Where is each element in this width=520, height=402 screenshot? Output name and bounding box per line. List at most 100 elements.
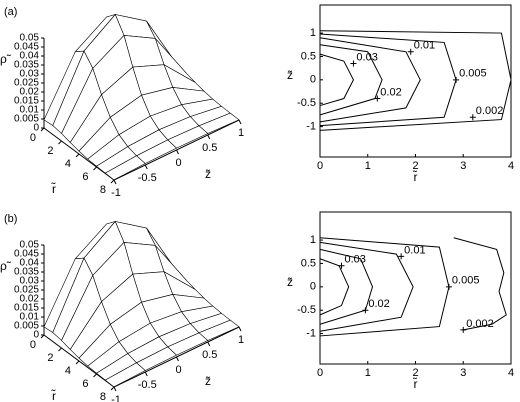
x-tick-label: 8 [100, 391, 106, 402]
x-tick [110, 179, 115, 184]
y-tick-label: 0 [310, 281, 316, 293]
contour-line [319, 30, 512, 131]
x-tick [93, 373, 97, 378]
contour-label-marker [460, 326, 467, 333]
contour-line [319, 258, 350, 316]
y-tick-label: -1 [306, 121, 316, 133]
contour-plot: 0 1 2 3 4-1-0.500.51r̃z̃0.030.020.010.0050.0… [287, 211, 514, 391]
x-tick [93, 166, 97, 171]
y-tick [176, 149, 179, 155]
y-tick-label: -0.5 [297, 97, 316, 109]
x-tick-label: 3 [460, 160, 466, 172]
x-tick-label: 4 [508, 160, 514, 172]
y-tick-label: 0 [175, 157, 181, 169]
x-axis-title: r̃ [50, 388, 56, 402]
z-tick-label: 0.02 [20, 87, 40, 98]
y-tick-label: -1 [111, 394, 121, 402]
surface-patch [104, 155, 146, 181]
z-tick-label: 0.015 [14, 96, 39, 107]
y-tick-label: 0 [310, 74, 316, 86]
contour-label: 0.01 [404, 244, 425, 256]
y-tick [207, 134, 211, 140]
y-tick-label: 1 [310, 234, 316, 246]
contour-plot: 0 1 2 3 4-1-0.500.51r̃z̃0.030.020.010.0050.0… [287, 4, 514, 184]
z-tick-label: 0.005 [14, 321, 39, 332]
contour-label-marker [398, 253, 405, 260]
contour-label: 0.03 [356, 51, 377, 63]
plot-frame [319, 4, 512, 158]
z-tick-label: 0.045 [14, 42, 39, 53]
y-tick [207, 341, 211, 347]
x-tick-label: 4 [508, 367, 514, 379]
contour-label-marker [338, 262, 345, 269]
z-tick-label: 0.05 [20, 240, 40, 251]
x-tick [75, 360, 80, 365]
z-tick-label: 0 [33, 330, 39, 341]
x-tick-label: 6 [82, 171, 88, 183]
x-tick-label: 0 [317, 160, 323, 172]
x-tick-label: 3 [460, 367, 466, 379]
y-tick [144, 164, 148, 170]
z-tick-label: 0.04 [20, 258, 40, 269]
contour-label: 0.01 [414, 40, 435, 52]
x-tick-label: 0 [317, 367, 323, 379]
x-tick-label: 4 [65, 365, 71, 377]
x-tick-label: 1 [365, 160, 371, 172]
contour-line [319, 53, 354, 107]
contour-line [453, 237, 507, 331]
x-tick [58, 347, 62, 352]
y-tick-label: 1 [310, 27, 316, 39]
z-tick-label: 0.03 [20, 69, 40, 80]
y-axis-title: z̃ [287, 275, 293, 289]
y-tick-label: 1 [238, 334, 244, 346]
x-tick-label: 1 [365, 367, 371, 379]
x-tick-label: 6 [82, 378, 88, 390]
y-tick-label: 0.5 [301, 257, 316, 269]
x-axis-title: r̃ [412, 376, 418, 391]
contour-label-marker [350, 60, 357, 67]
z-axis-title: ρ̃ [0, 52, 12, 66]
z-tick-label: 0.045 [14, 249, 39, 260]
y-tick-label: -0.5 [138, 379, 157, 391]
y-tick-label: 0.5 [202, 142, 217, 154]
z-tick-label: 0.04 [20, 51, 40, 62]
x-axis-title: r̃ [50, 181, 56, 196]
x-axis-title: r̃ [412, 169, 418, 184]
z-tick-label: 0.02 [20, 294, 40, 305]
z-tick-label: 0.025 [14, 285, 39, 296]
contour-line [319, 37, 421, 123]
contour-label-marker [453, 76, 460, 83]
contour-label-marker [374, 95, 381, 102]
x-tick-label: 8 [100, 184, 106, 196]
contour-label-marker [445, 283, 452, 290]
y-tick [113, 386, 117, 392]
contour-line [319, 248, 374, 325]
z-tick-label: 0.01 [20, 105, 40, 116]
panel-label: (b) [4, 213, 17, 225]
contour-label: 0.02 [380, 86, 401, 98]
z-tick-label: 0.05 [20, 33, 40, 44]
y-tick [113, 179, 117, 185]
z-tick-label: 0.01 [20, 312, 40, 323]
z-tick-label: 0.03 [20, 276, 40, 287]
contour-label: 0.02 [368, 298, 389, 310]
contour-label-marker [407, 48, 414, 55]
y-tick [144, 371, 148, 377]
y-tick-label: -0.5 [297, 304, 316, 316]
x-tick [110, 386, 115, 391]
z-tick-label: 0.015 [14, 303, 39, 314]
contour-line [319, 44, 383, 116]
y-tick-label: 0.5 [301, 50, 316, 62]
x-tick [40, 127, 45, 132]
z-tick-label: 0.025 [14, 78, 39, 89]
x-tick [75, 153, 80, 158]
z-tick-label: 0.005 [14, 114, 39, 125]
x-tick-label: 2 [47, 352, 53, 364]
x-tick-label: 0 [30, 132, 36, 144]
y-tick-label: -0.5 [138, 172, 157, 184]
z-tick-label: 0 [33, 123, 39, 134]
z-tick-label: 0.035 [14, 60, 39, 71]
contour-label: 0.002 [466, 318, 494, 330]
contour-label: 0.005 [452, 275, 480, 287]
x-tick-label: 2 [412, 160, 418, 172]
